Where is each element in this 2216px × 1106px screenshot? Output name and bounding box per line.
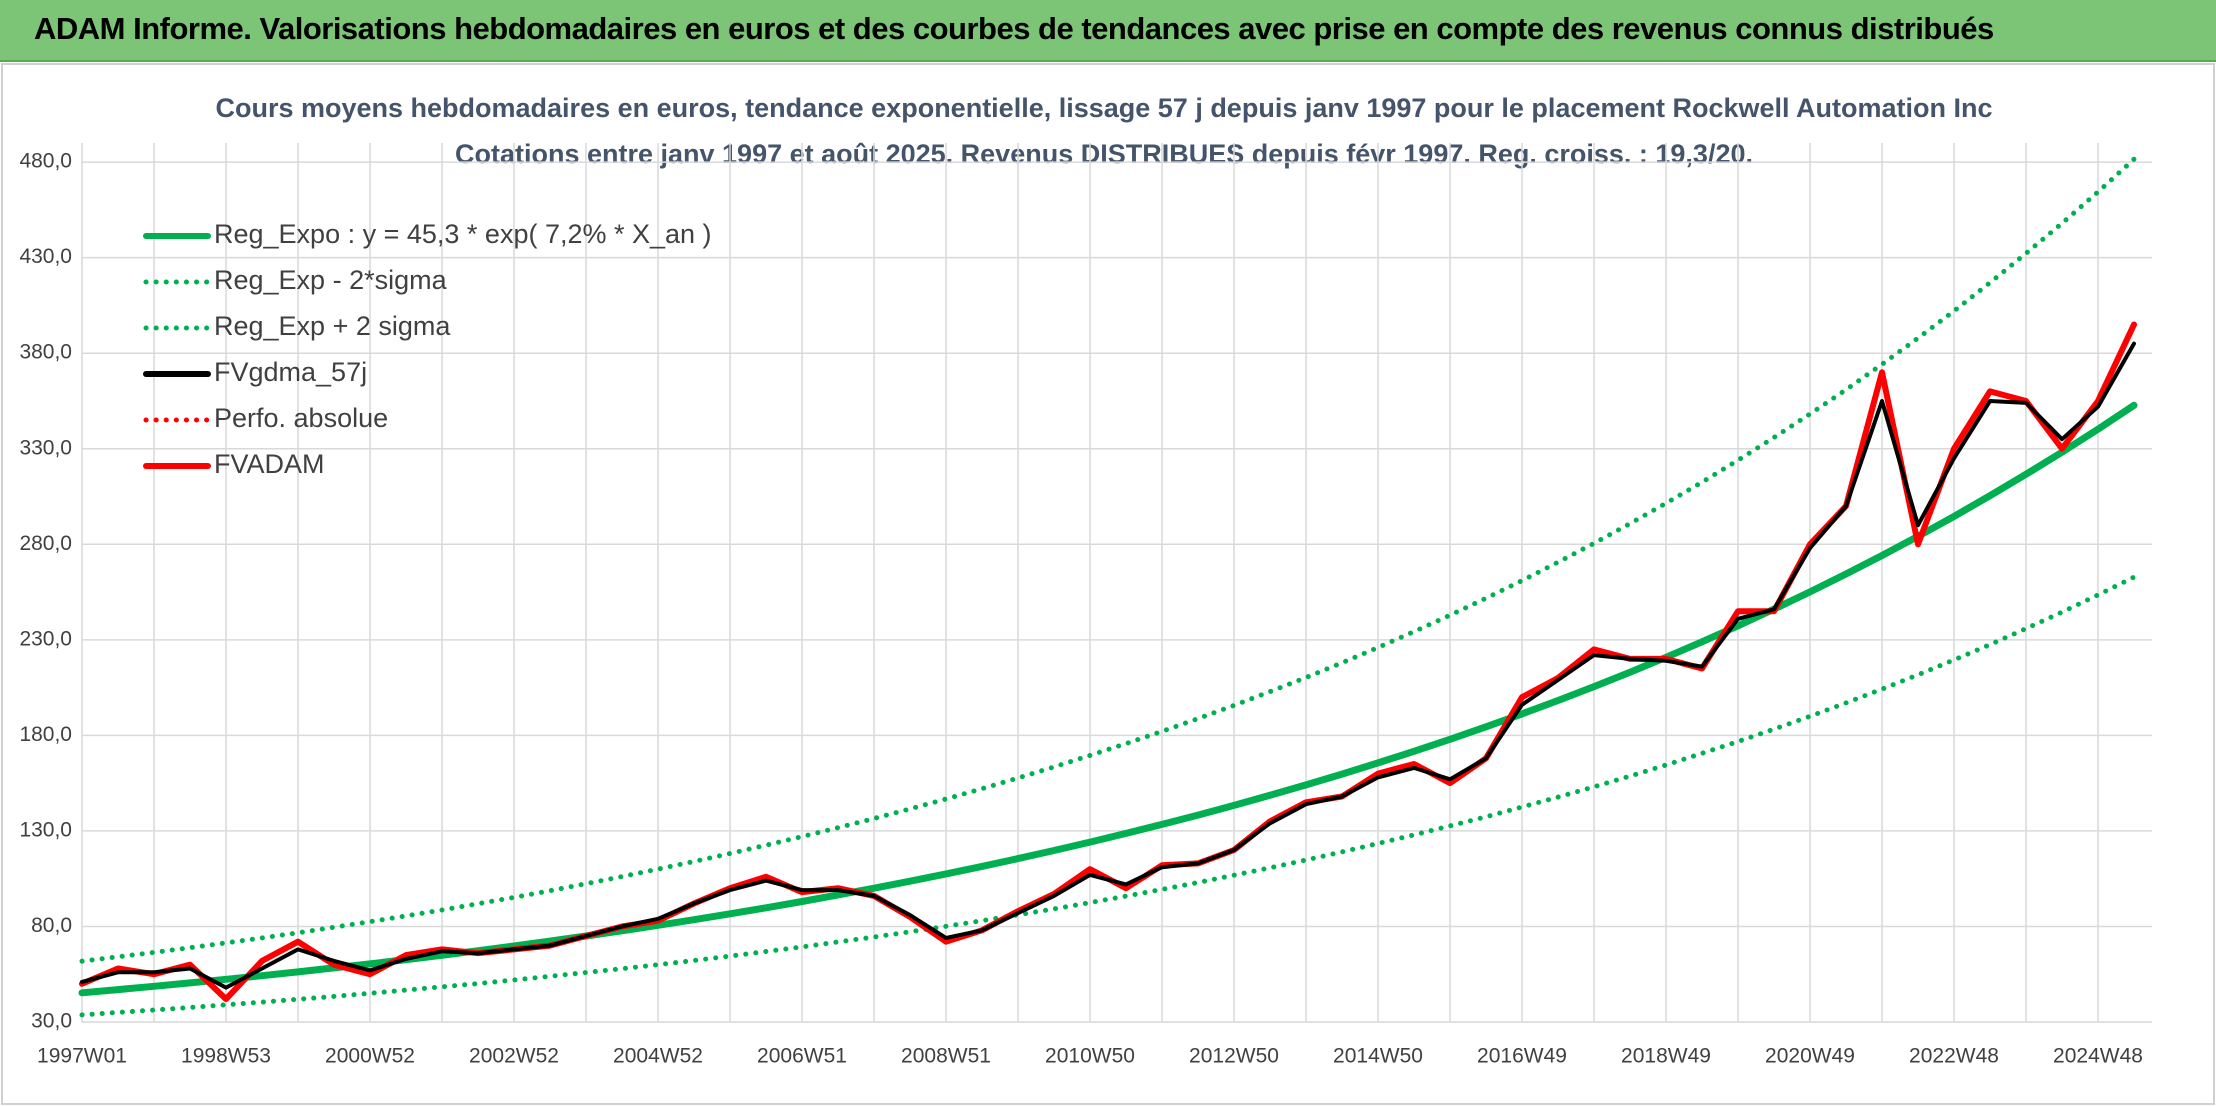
y-tick-label: 430,0 [19,245,72,268]
y-tick-label: 30,0 [31,1010,72,1033]
header-title: ADAM Informe. Valorisations hebdomadaire… [34,11,1994,46]
x-tick-label: 2000W52 [325,1045,415,1068]
legend-label: Reg_Exp - 2*sigma [214,265,448,295]
x-tick-label: 1998W53 [181,1045,271,1068]
series-line [79,156,2137,964]
series-line [79,574,2137,1018]
legend-label: Perfo. absolue [214,403,388,433]
y-tick-label: 80,0 [31,914,72,937]
chart: Cours moyens hebdomadaires en euros, ten… [1,63,2215,1105]
x-tick-label: 2010W50 [1045,1045,1135,1068]
x-tick-label: 2024W48 [2053,1045,2143,1068]
x-tick-label: 2008W51 [901,1045,991,1068]
x-tick-label: 2020W49 [1765,1045,1855,1068]
y-tick-label: 330,0 [19,436,72,459]
series-line [78,401,2138,997]
x-tick-label: 2018W49 [1621,1045,1711,1068]
x-tick-label: 2016W49 [1477,1045,1567,1068]
header-banner: ADAM Informe. Valorisations hebdomadaire… [0,0,2216,62]
y-tick-label: 230,0 [19,627,72,650]
x-tick-label: 2002W52 [469,1045,559,1068]
chart-title: Cours moyens hebdomadaires en euros, ten… [215,93,1992,123]
x-tick-label: 2012W50 [1189,1045,1279,1068]
x-tick-label: 2014W50 [1333,1045,1423,1068]
legend-label: FVADAM [214,449,325,479]
y-tick-label: 130,0 [19,818,72,841]
y-tick-label: 380,0 [19,341,72,364]
legend-label: FVgdma_57j [214,357,367,387]
x-tick-label: 1997W01 [37,1045,127,1068]
y-tick-label: 280,0 [19,532,72,555]
x-tick-label: 2006W51 [757,1045,847,1068]
y-tick-label: 480,0 [19,150,72,173]
legend-label: Reg_Exp + 2 sigma [214,311,451,341]
chart-subtitle: Cotations entre janv 1997 et août 2025. … [455,139,1753,169]
y-tick-label: 180,0 [19,723,72,746]
x-tick-label: 2022W48 [1909,1045,1999,1068]
series-line [80,341,2136,990]
x-tick-label: 2004W52 [613,1045,703,1068]
legend-label: Reg_Expo : y = 45,3 * exp( 7,2% * X_an ) [214,219,712,249]
